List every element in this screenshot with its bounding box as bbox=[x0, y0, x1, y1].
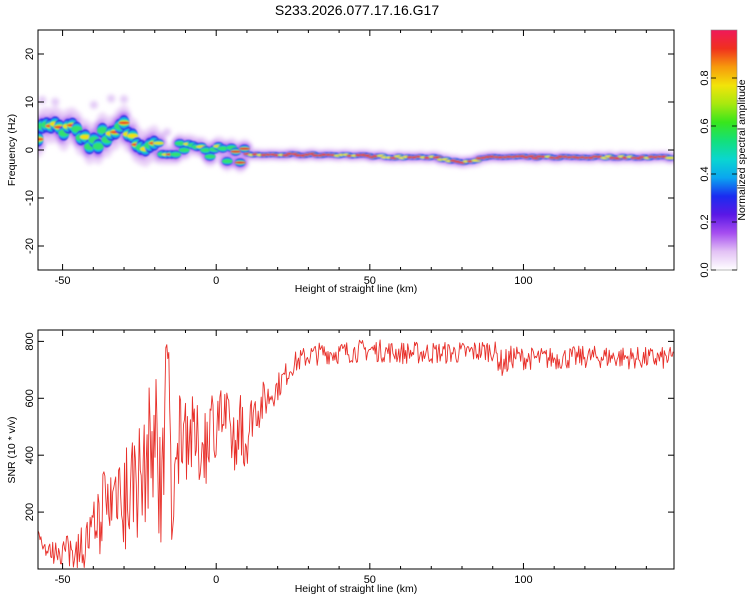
snr-frame bbox=[37, 329, 675, 570]
spectrogram-axes: -50 0 50 100 -20 -10 0 10 20 bbox=[24, 30, 674, 287]
colorbar-frame bbox=[710, 29, 738, 271]
spectrogram-speckle bbox=[51, 97, 60, 106]
snr-y-tick-label: 600 bbox=[24, 389, 36, 407]
spectrogram-y-tick-label: 0 bbox=[24, 147, 36, 153]
spectrogram-cell bbox=[79, 134, 91, 140]
colorbar-tick-label: 0.6 bbox=[699, 118, 711, 133]
snr-x-tick-label: 100 bbox=[514, 574, 532, 586]
spectrogram-cell bbox=[97, 126, 109, 134]
colorbar-fill bbox=[711, 30, 737, 270]
spectrogram-y-tick-label: 20 bbox=[24, 48, 36, 60]
spectrogram-x-tick-label: -50 bbox=[55, 275, 71, 287]
snr-x-tick-label: 0 bbox=[213, 574, 219, 586]
snr-plot-area bbox=[38, 330, 674, 569]
spectrogram-cell bbox=[204, 154, 216, 159]
spectrogram-core-layer bbox=[38, 115, 674, 167]
spectrogram-cell bbox=[217, 146, 229, 151]
snr-panel: -50 0 50 100 200 400 600 800 Height of straight… bbox=[6, 329, 675, 595]
colorbar-tick-label: 0.2 bbox=[699, 214, 711, 229]
spectrogram-y-tick-label: -20 bbox=[24, 238, 36, 254]
spectrogram-x-axis-title: Height of straight line (km) bbox=[295, 283, 418, 295]
spectrogram-cell bbox=[221, 159, 233, 164]
snr-series-line bbox=[38, 339, 674, 569]
spectrogram-panel: -50 0 50 100 -20 -10 0 10 20 Height of straight … bbox=[6, 29, 675, 295]
spectrogram-y-axis-title: Frequency (Hz) bbox=[6, 114, 18, 186]
spectrogram-x-tick-label: 100 bbox=[514, 275, 532, 287]
spectrogram-cell bbox=[238, 147, 250, 150]
spectrogram-cell bbox=[664, 156, 674, 160]
snr-y-tick-label: 200 bbox=[24, 503, 36, 521]
spectrogram-speckle bbox=[89, 100, 98, 109]
snr-axes: -50 0 50 100 200 400 600 800 bbox=[24, 330, 674, 586]
colorbar-label: Normalized spectral amplitude bbox=[736, 79, 748, 220]
spectrogram-speckle bbox=[107, 94, 116, 103]
spectrogram-heatmap bbox=[38, 94, 674, 173]
spectrogram-frame bbox=[37, 29, 675, 271]
spectrogram-cell bbox=[174, 141, 186, 146]
colorbar: 0.0 0.2 0.4 0.6 0.8 Normalized spectral ampl… bbox=[699, 29, 748, 278]
spectrogram-y-tick-label: 10 bbox=[24, 96, 36, 108]
spectrogram-y-tick-label: -10 bbox=[24, 190, 36, 206]
spectrogram-cell bbox=[118, 121, 130, 125]
spectrogram-x-tick-label: 0 bbox=[213, 275, 219, 287]
snr-y-axis-title: SNR (10 * v/v) bbox=[6, 416, 18, 483]
spectrogram-cell bbox=[92, 142, 104, 150]
spectrogram-cell bbox=[170, 152, 182, 157]
spectrogram-cell bbox=[127, 133, 139, 139]
spectrogram-x-tick-label: 50 bbox=[364, 275, 376, 287]
snr-x-tick-label: 50 bbox=[364, 574, 376, 586]
spectrogram-cell bbox=[152, 141, 164, 145]
spectrogram-speckle bbox=[120, 95, 129, 104]
spectrogram-cell bbox=[234, 161, 246, 164]
chart-title: S233.2026.077.17.16.G17 bbox=[275, 2, 439, 18]
snr-x-axis-title: Height of straight line (km) bbox=[295, 583, 418, 595]
colorbar-tick-label: 0.4 bbox=[699, 166, 711, 181]
spectrogram-cell bbox=[38, 137, 44, 141]
colorbar-ticks: 0.0 0.2 0.4 0.6 0.8 bbox=[699, 70, 737, 278]
colorbar-tick-label: 0.0 bbox=[699, 262, 711, 277]
spectrogram-cell bbox=[230, 150, 242, 153]
snr-x-tick-label: -50 bbox=[55, 574, 71, 586]
spectrogram-cell bbox=[178, 148, 190, 153]
spectrogram-speckle bbox=[163, 128, 172, 137]
snr-y-tick-label: 800 bbox=[24, 332, 36, 350]
snr-y-tick-label: 400 bbox=[24, 446, 36, 464]
colorbar-tick-label: 0.8 bbox=[699, 70, 711, 85]
spectrogram-cell bbox=[200, 148, 212, 153]
spectrogram-speckle bbox=[38, 96, 47, 105]
